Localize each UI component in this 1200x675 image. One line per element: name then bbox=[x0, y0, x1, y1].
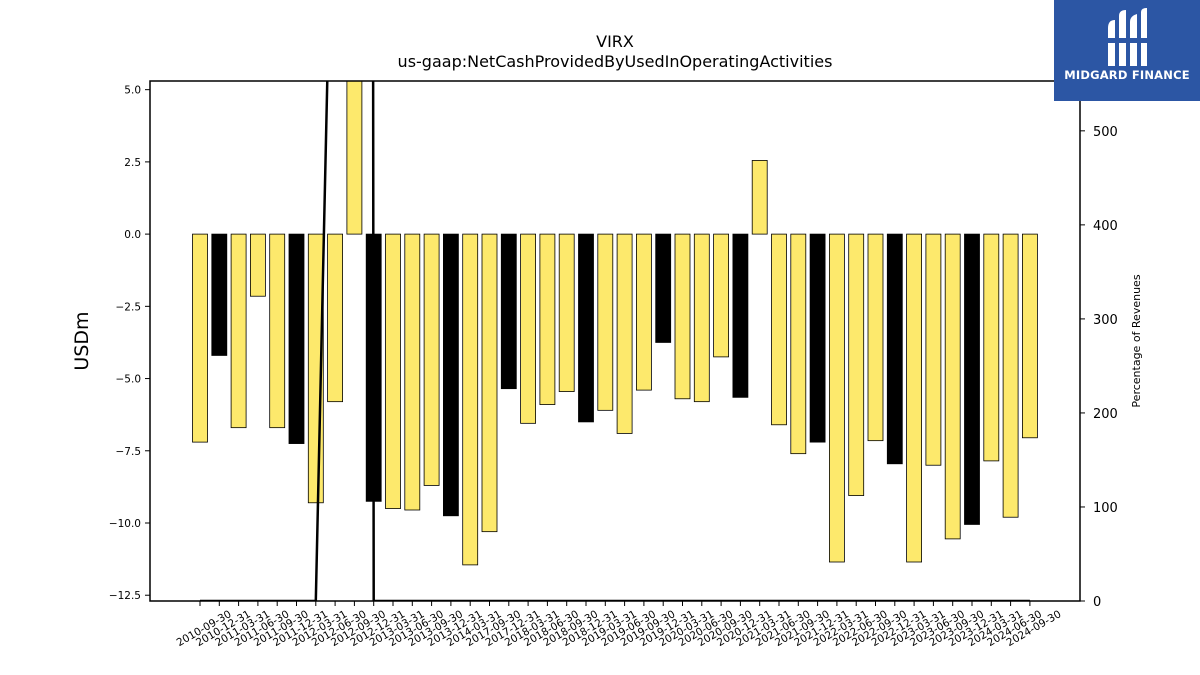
bar bbox=[771, 233, 787, 426]
logo-mark-icon bbox=[1108, 8, 1147, 66]
y-axis-label: USDm bbox=[71, 311, 93, 370]
y2-tick-label: 300 bbox=[1093, 313, 1118, 328]
bar bbox=[886, 233, 903, 465]
y-tick-label: −2.5 bbox=[116, 301, 142, 313]
bar bbox=[500, 233, 517, 390]
bar bbox=[790, 233, 807, 455]
bar bbox=[249, 233, 266, 297]
bar bbox=[616, 233, 633, 434]
plot-frame bbox=[149, 80, 1081, 602]
bar bbox=[385, 233, 401, 509]
chart-title: VIRX bbox=[596, 32, 634, 51]
y-tick-label: −7.5 bbox=[116, 446, 142, 458]
logo-text: MIDGARD FINANCE bbox=[1064, 68, 1190, 82]
bar bbox=[442, 233, 459, 517]
bar bbox=[597, 233, 614, 411]
bar bbox=[346, 81, 363, 235]
bar bbox=[636, 233, 652, 391]
bar bbox=[578, 233, 594, 423]
bar bbox=[713, 233, 729, 358]
bar bbox=[983, 233, 1000, 462]
bar bbox=[655, 233, 672, 343]
bar bbox=[809, 233, 826, 443]
bar bbox=[230, 233, 247, 429]
y2-tick-label: 100 bbox=[1093, 501, 1118, 516]
y2-tick-label: 0 bbox=[1093, 595, 1101, 610]
y2-tick-label: 200 bbox=[1093, 407, 1118, 422]
bar bbox=[732, 233, 749, 398]
bar bbox=[925, 233, 942, 466]
bar bbox=[192, 233, 208, 443]
bar bbox=[327, 233, 344, 403]
y-tick-label: 0.0 bbox=[124, 229, 141, 241]
bar bbox=[829, 233, 845, 563]
pct-revenue-line bbox=[200, 81, 1030, 601]
bar bbox=[1022, 233, 1038, 439]
y-tick-label: −12.5 bbox=[109, 590, 141, 602]
y-tick-label: −10.0 bbox=[109, 518, 141, 530]
y2-axis-label: Percentage of Revenues bbox=[1130, 274, 1143, 407]
bar bbox=[462, 233, 479, 566]
midgard-finance-logo: MIDGARD FINANCE bbox=[1054, 0, 1200, 101]
bar bbox=[558, 233, 575, 392]
bar bbox=[481, 233, 498, 533]
y-tick-label: −5.0 bbox=[116, 374, 142, 386]
bar bbox=[269, 233, 286, 429]
bar bbox=[906, 233, 922, 563]
bar bbox=[423, 233, 440, 486]
bar bbox=[944, 233, 961, 540]
y-tick-label: 2.5 bbox=[124, 157, 141, 169]
bar bbox=[1002, 233, 1019, 518]
bar bbox=[288, 233, 305, 444]
chart-subtitle: us-gaap:NetCashProvidedByUsedInOperating… bbox=[397, 52, 833, 71]
y-tick-label: 5.0 bbox=[124, 85, 141, 97]
y2-tick-label: 500 bbox=[1093, 125, 1118, 140]
bar bbox=[848, 233, 865, 496]
bar bbox=[520, 233, 536, 424]
bar bbox=[693, 233, 710, 403]
bar bbox=[867, 233, 884, 442]
bar bbox=[674, 233, 691, 400]
y2-tick-label: 400 bbox=[1093, 219, 1118, 234]
bar bbox=[751, 160, 768, 235]
bar bbox=[964, 233, 980, 525]
bar bbox=[211, 233, 228, 356]
bar bbox=[404, 233, 421, 511]
plot-area bbox=[192, 81, 1038, 601]
bar bbox=[539, 233, 556, 405]
